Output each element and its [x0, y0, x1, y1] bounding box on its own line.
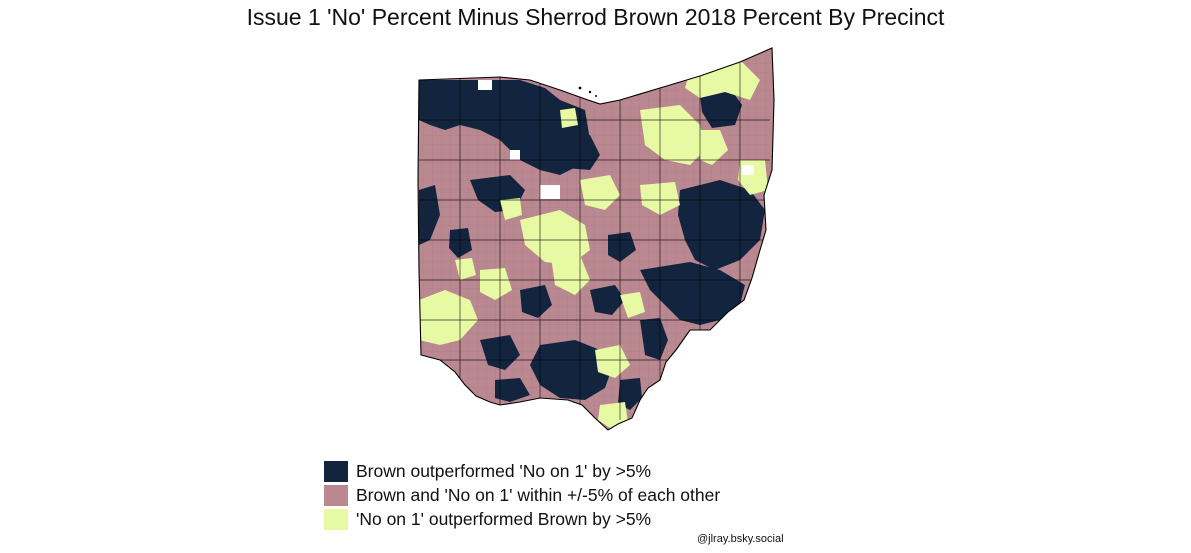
lake-islands [578, 86, 597, 97]
map-title: Issue 1 'No' Percent Minus Sherrod Brown… [246, 4, 945, 30]
legend-swatch-brown-outperformed [324, 460, 348, 482]
no1-outperformed-regions [419, 60, 768, 428]
legend-item-within: Brown and 'No on 1' within +/-5% of each… [324, 483, 720, 507]
missing-precincts [478, 80, 754, 199]
legend: Brown outperformed 'No on 1' by >5% Brow… [324, 459, 720, 531]
legend-swatch-within [324, 484, 348, 506]
legend-swatch-no1-outperformed [324, 508, 348, 530]
legend-item-brown-outperformed: Brown outperformed 'No on 1' by >5% [324, 459, 720, 483]
legend-label-within: Brown and 'No on 1' within +/-5% of each… [356, 484, 721, 505]
credit-handle: @jlray.bsky.social [697, 533, 784, 545]
legend-label-brown-outperformed: Brown outperformed 'No on 1' by >5% [356, 460, 652, 481]
legend-label-no1-outperformed: 'No on 1' outperformed Brown by >5% [356, 508, 652, 529]
precinct-layer [418, 48, 774, 430]
legend-item-no1-outperformed: 'No on 1' outperformed Brown by >5% [324, 507, 720, 531]
